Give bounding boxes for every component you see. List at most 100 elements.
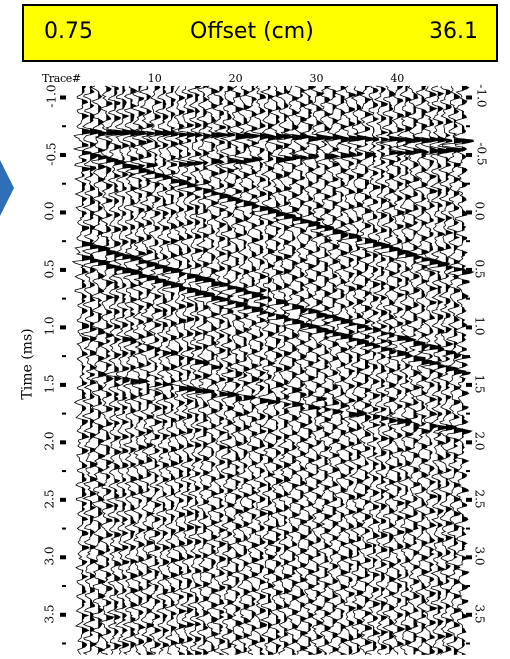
time-tick	[466, 325, 472, 330]
trace-fill	[364, 86, 377, 655]
time-tick	[60, 152, 66, 157]
trace-tick-label: 20	[228, 72, 243, 85]
trace-tick-label: 10	[147, 72, 162, 85]
time-minor-tick	[466, 527, 470, 530]
time-tick-label-left: 1.0	[42, 316, 57, 336]
trace-fill	[429, 86, 442, 655]
time-tick	[466, 267, 472, 272]
trace-fill	[82, 86, 94, 655]
time-minor-tick	[62, 412, 66, 415]
trace-fill	[106, 86, 118, 655]
trace-fill	[203, 86, 215, 655]
time-tick-label-left: 0.5	[42, 259, 57, 279]
trace-fill	[405, 86, 417, 655]
time-tick-label-right: 2.0	[472, 431, 487, 451]
trace-fill	[195, 86, 207, 655]
time-minor-tick	[62, 182, 66, 185]
trace-fill	[316, 86, 328, 655]
time-minor-tick	[62, 297, 66, 300]
trace-fill	[251, 86, 264, 655]
trace-fill	[276, 86, 288, 655]
trace-fill	[437, 86, 450, 655]
time-tick-label-left: 2.5	[42, 489, 57, 509]
time-tick-label-right: 1.0	[472, 316, 487, 336]
time-minor-tick	[466, 297, 470, 300]
trace-fill	[284, 86, 296, 655]
time-tick-label-right: 3.5	[472, 604, 487, 624]
seismic-trace	[376, 85, 402, 655]
time-tick	[60, 210, 66, 215]
offset-min-value: 0.75	[44, 19, 93, 44]
trace-fill	[170, 86, 183, 655]
time-tick	[60, 95, 66, 100]
trace-fill	[154, 86, 167, 655]
time-tick	[60, 382, 66, 387]
trace-fill	[292, 86, 304, 655]
time-minor-tick	[62, 125, 66, 128]
time-minor-tick	[466, 125, 470, 128]
trace-fill	[389, 86, 401, 655]
time-minor-tick	[62, 240, 66, 243]
trace-axis-label: Trace#	[42, 72, 81, 85]
arrow-marker-icon	[0, 160, 14, 216]
time-tick	[60, 612, 66, 617]
time-minor-tick	[466, 240, 470, 243]
time-tick-label-right: -1.0	[474, 84, 489, 109]
seismic-trace	[426, 85, 451, 655]
time-minor-tick	[62, 470, 66, 473]
trace-fill	[227, 86, 240, 655]
time-tick-label-left: 0.0	[42, 201, 57, 221]
trace-fill	[162, 86, 175, 655]
time-tick-label-left: -1.0	[44, 84, 59, 109]
trace-fill	[397, 86, 409, 655]
time-tick	[60, 497, 66, 502]
trace-fill	[381, 86, 393, 655]
time-tick-label-left: 3.5	[42, 604, 57, 624]
time-tick-label-left: 1.5	[42, 374, 57, 394]
trace-fill	[90, 86, 102, 655]
trace-tick-label: 40	[390, 72, 405, 85]
offset-axis-title: Offset (cm)	[190, 19, 314, 44]
time-tick-label-right: 0.0	[472, 201, 487, 221]
time-tick	[466, 497, 472, 502]
time-minor-tick	[62, 355, 66, 358]
time-tick	[466, 555, 472, 560]
offset-header: 0.75 Offset (cm) 36.1	[22, 4, 498, 62]
time-tick-label-right: -0.5	[474, 142, 489, 166]
seismic-trace	[104, 85, 127, 655]
time-minor-tick	[62, 585, 66, 588]
trace-fill	[114, 86, 126, 655]
seismic-trace	[258, 85, 280, 655]
trace-tick-label: 30	[309, 72, 324, 85]
trace-fill	[267, 86, 280, 655]
time-minor-tick	[466, 470, 470, 473]
trace-fill	[235, 86, 248, 655]
time-tick	[60, 267, 66, 272]
time-tick-label-right: 1.5	[472, 374, 487, 394]
time-tick	[466, 152, 472, 157]
time-tick-label-left: -0.5	[44, 142, 59, 166]
time-minor-tick	[466, 585, 470, 588]
trace-fill	[130, 86, 143, 655]
time-tick	[466, 95, 472, 100]
trace-fill	[413, 86, 426, 655]
time-tick-label-left: 3.0	[42, 546, 57, 566]
trace-fill	[146, 86, 159, 655]
time-tick-label-left: 2.0	[42, 431, 57, 451]
trace-fill	[219, 86, 231, 655]
time-tick	[466, 382, 472, 387]
time-minor-tick	[466, 412, 470, 415]
trace-fill	[259, 86, 272, 655]
trace-fill	[187, 86, 199, 655]
time-minor-tick	[466, 642, 470, 645]
time-tick-label-right: 0.5	[472, 259, 487, 279]
time-tick-label-right: 3.0	[472, 546, 487, 566]
time-minor-tick	[62, 527, 66, 530]
trace-fill	[98, 86, 110, 655]
time-minor-tick	[466, 182, 470, 185]
trace-fill	[138, 86, 151, 655]
time-minor-tick	[466, 355, 470, 358]
trace-fill	[122, 86, 134, 655]
seismic-trace	[361, 85, 386, 655]
